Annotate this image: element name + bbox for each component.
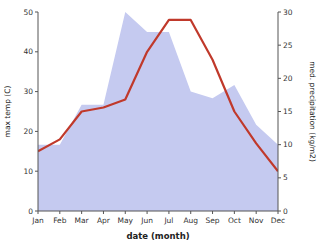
x-tick-label: Apr [97, 216, 111, 225]
x-tick [256, 211, 257, 214]
x-tick-label: Sep [205, 216, 219, 225]
x-axis-label: date (month) [126, 231, 189, 241]
y-tick-label: 20 [23, 127, 33, 136]
y2-tick [278, 144, 281, 145]
temp-line [38, 20, 278, 171]
x-tick-label: Nov [249, 216, 264, 225]
y-tick-label: 40 [23, 47, 33, 56]
y2-tick [278, 78, 281, 79]
x-tick-label: Jun [140, 216, 153, 225]
x-tick [190, 211, 191, 214]
y2-tick-label: 20 [283, 74, 293, 83]
x-tick [234, 211, 235, 214]
x-tick [103, 211, 104, 214]
x-tick-label: Jan [31, 216, 44, 225]
x-tick [59, 211, 60, 214]
x-tick [125, 211, 126, 214]
y-tick [35, 131, 38, 132]
y-tick-label: 50 [23, 8, 33, 17]
x-tick [212, 211, 213, 214]
x-axis [38, 211, 278, 212]
y-axis [38, 12, 39, 211]
x-tick-label: Feb [53, 216, 67, 225]
x-tick-label: May [118, 216, 134, 225]
y2-tick [278, 211, 281, 212]
precip-area [38, 12, 278, 211]
y2-axis-label: med. precipitation (kg/m2) [308, 61, 317, 162]
y-tick [35, 12, 38, 13]
y2-tick-label: 10 [283, 140, 293, 149]
plot-area [38, 12, 278, 211]
y2-tick-label: 15 [283, 107, 293, 116]
y-tick [35, 211, 38, 212]
y2-tick [278, 177, 281, 178]
y2-tick [278, 45, 281, 46]
y-axis-label: max temp (C) [3, 86, 12, 138]
chart: JanFebMarAprMayJunJulAugSepOctNovDec0102… [0, 0, 318, 247]
x-tick-label: Dec [271, 216, 286, 225]
x-tick [147, 211, 148, 214]
y2-tick [278, 12, 281, 13]
y-tick-label: 30 [23, 87, 33, 96]
y-tick [35, 171, 38, 172]
y-tick [35, 91, 38, 92]
x-tick-label: Jul [163, 216, 173, 225]
y-tick-label: 0 [28, 207, 33, 216]
y2-tick-label: 0 [283, 207, 288, 216]
x-tick-label: Aug [183, 216, 198, 225]
x-tick [81, 211, 82, 214]
y2-tick-label: 5 [283, 173, 288, 182]
y2-tick [278, 111, 281, 112]
x-tick [168, 211, 169, 214]
x-tick-label: Oct [228, 216, 241, 225]
y-tick-label: 10 [23, 167, 33, 176]
x-tick-label: Mar [75, 216, 90, 225]
y2-tick-label: 25 [283, 41, 293, 50]
y-tick [35, 51, 38, 52]
y2-tick-label: 30 [283, 8, 293, 17]
